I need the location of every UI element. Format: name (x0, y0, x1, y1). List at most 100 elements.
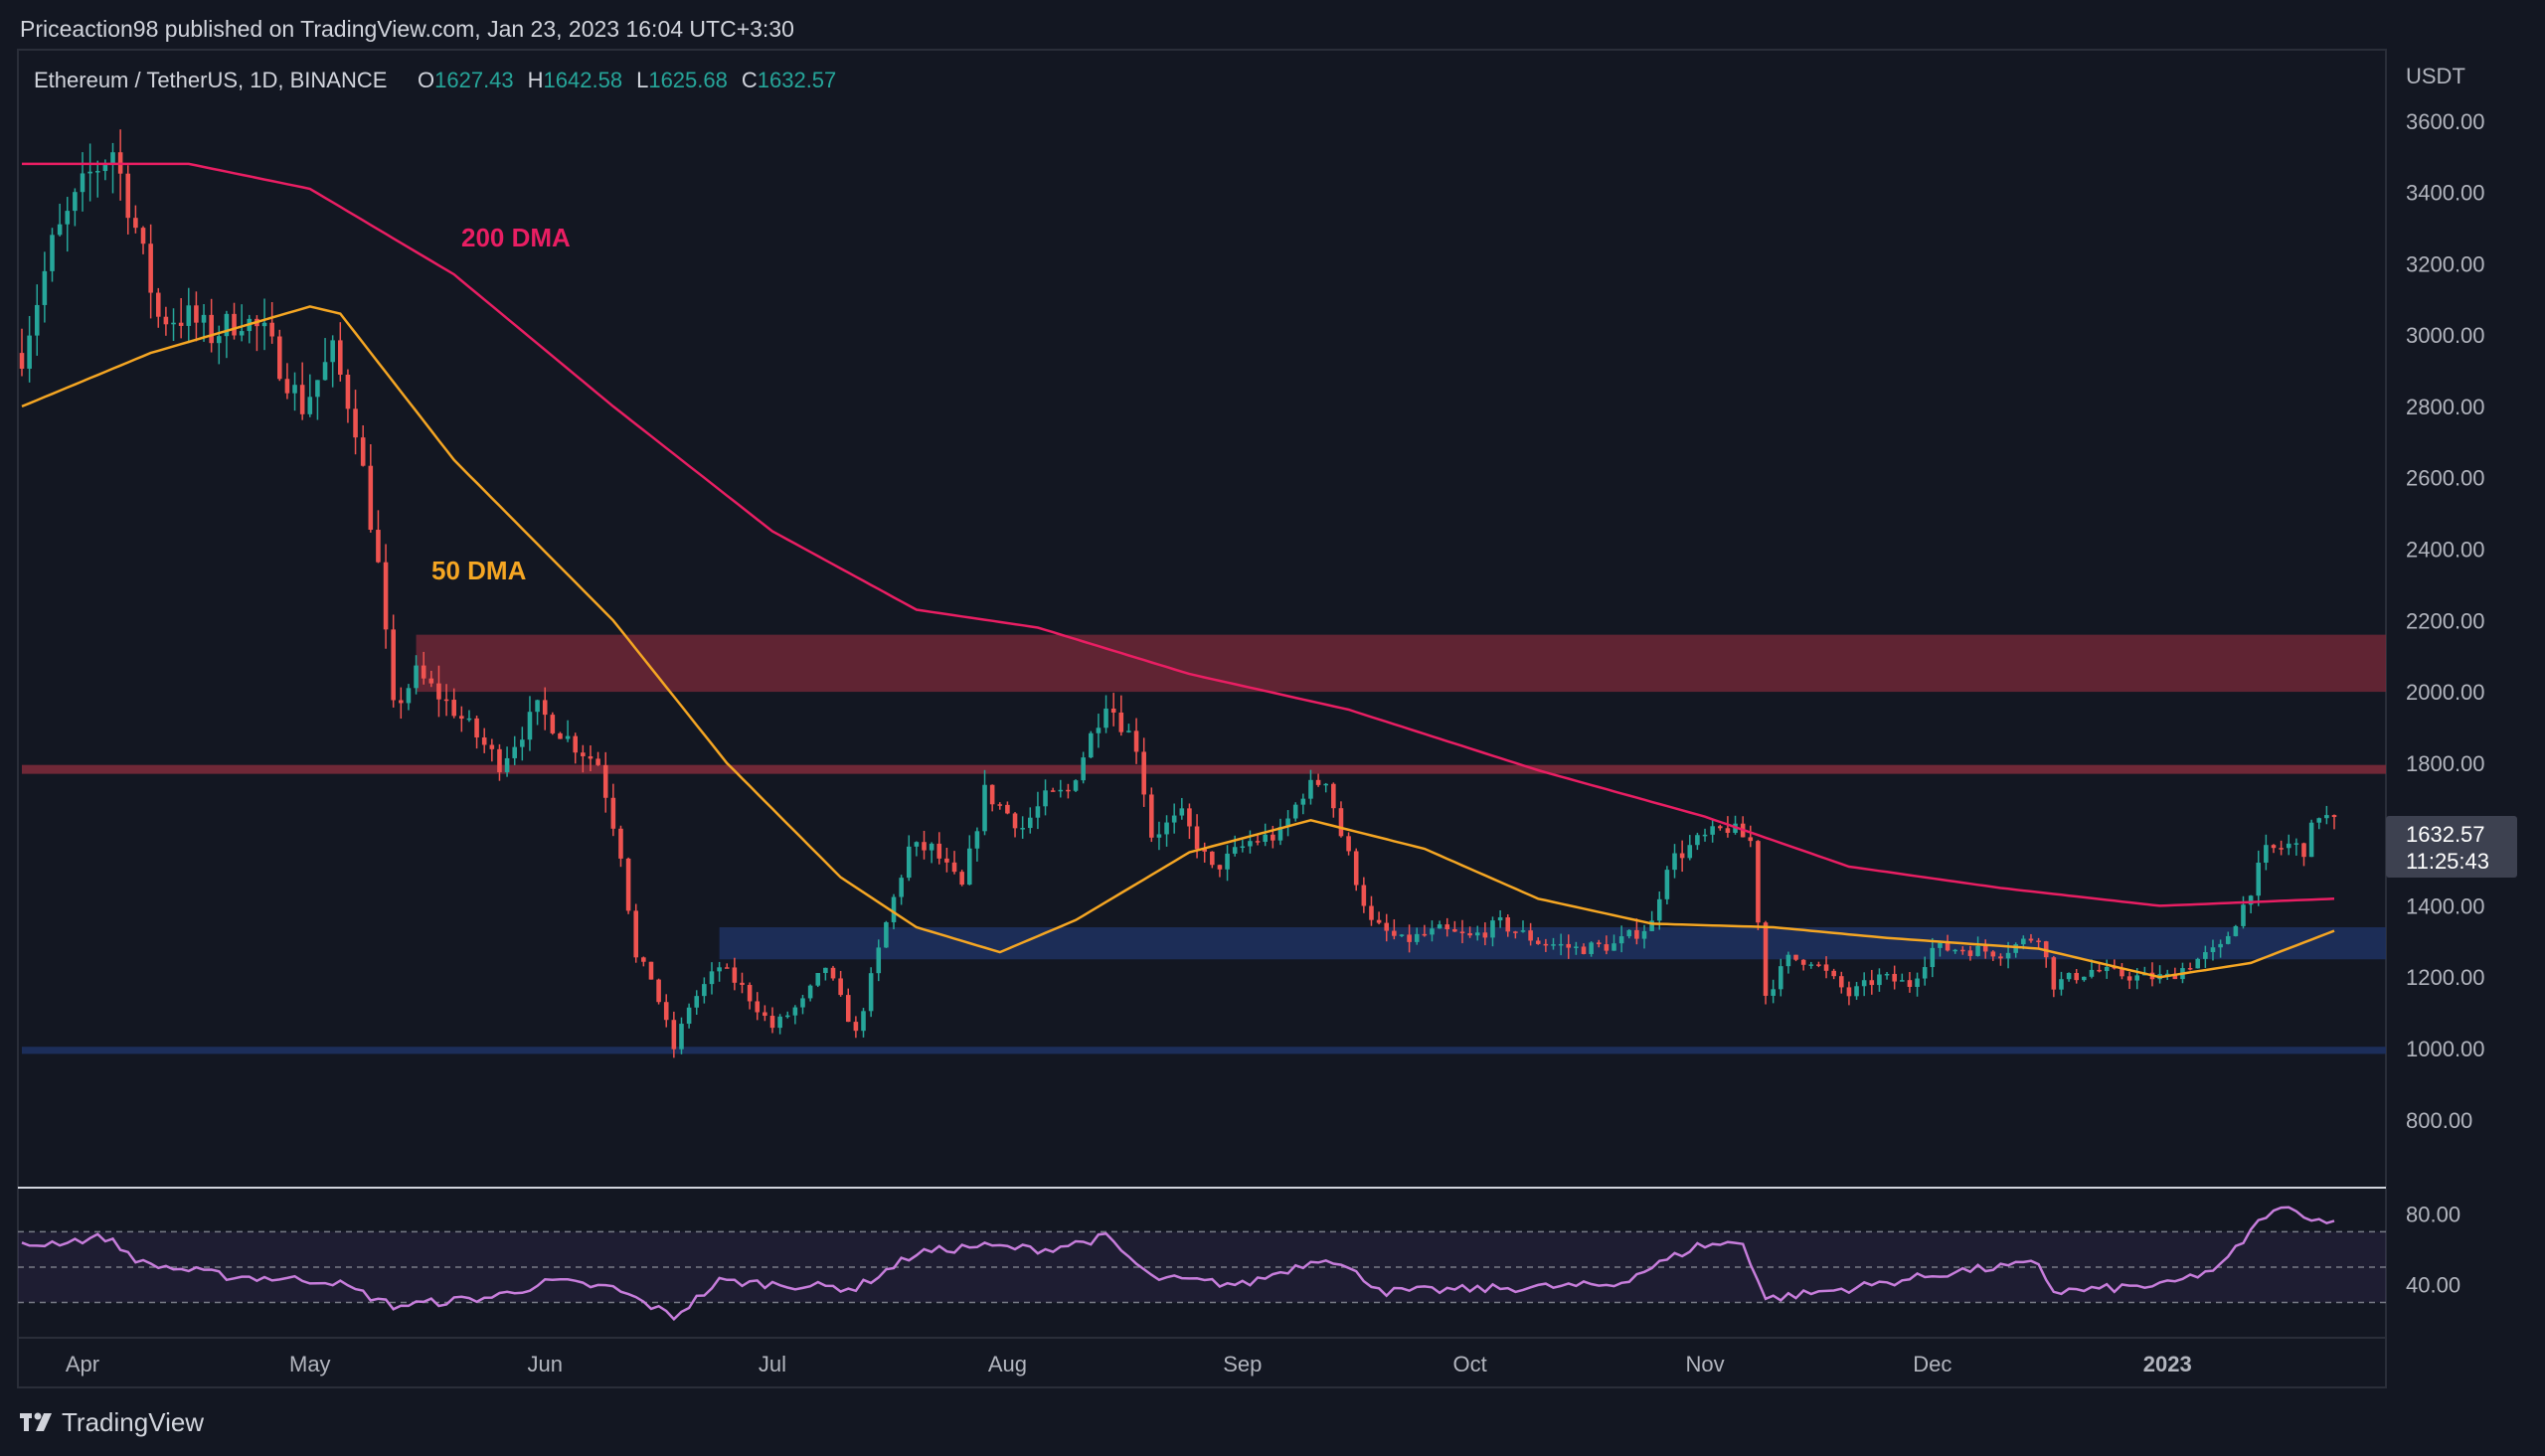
candle (1141, 737, 1146, 807)
candle (2293, 838, 2299, 856)
candle (1020, 816, 1025, 839)
candle (1702, 828, 1708, 842)
candle (1323, 782, 1328, 793)
candle (1149, 787, 1154, 843)
candle (1725, 816, 1731, 838)
candle (648, 961, 654, 980)
candle (1452, 920, 1457, 932)
candle (504, 746, 510, 777)
candle (474, 715, 479, 749)
price-tick-label: 2000.00 (2406, 680, 2485, 705)
candle (1816, 961, 1821, 968)
candle (459, 706, 464, 732)
candle (1346, 832, 1351, 856)
time-axis[interactable]: Apr May Jun Jul Aug Sep Oct Nov Dec 2023 (66, 1352, 2192, 1376)
high-label: H (528, 68, 544, 92)
candle (94, 160, 100, 198)
candle (1672, 844, 1677, 879)
brand-name: TradingView (62, 1407, 204, 1437)
candle (1505, 914, 1511, 937)
candle (1952, 948, 1957, 954)
candle (914, 841, 920, 857)
candle (2172, 967, 2178, 980)
candle (80, 152, 85, 212)
candle (391, 614, 396, 708)
candle (1604, 935, 1610, 955)
candle (929, 842, 934, 864)
candle (110, 142, 115, 194)
candle (884, 920, 889, 948)
month-tick-label: Dec (1913, 1352, 1951, 1376)
candle (148, 224, 153, 319)
candle (2195, 957, 2201, 969)
candle (2097, 963, 2102, 973)
candle (1248, 830, 1253, 854)
candle (944, 847, 949, 873)
candle (1717, 824, 1723, 831)
candle (679, 1017, 684, 1054)
candle (1710, 819, 1715, 843)
candle (823, 967, 828, 981)
price-axis[interactable]: 3600.00 3400.00 3200.00 3000.00 2800.00 2600.… (2406, 109, 2485, 1133)
candle (269, 301, 274, 344)
candle (1975, 936, 1980, 957)
candle (322, 338, 328, 381)
candle (1566, 934, 1572, 959)
month-tick-label: Oct (1452, 1352, 1486, 1376)
candle (27, 315, 32, 383)
price-tick-label: 2400.00 (2406, 538, 2485, 563)
candle (633, 903, 639, 963)
candle (861, 1008, 866, 1038)
candle (1861, 972, 1867, 997)
candle (2082, 976, 2087, 982)
candle (2233, 924, 2239, 937)
candle (1338, 801, 1344, 838)
dma200-line (22, 162, 2335, 907)
candle (2074, 969, 2079, 984)
candle (1612, 934, 1616, 951)
candle (663, 994, 669, 1028)
candle (209, 298, 214, 353)
candle (224, 310, 230, 359)
candle (2104, 959, 2110, 979)
candle (2028, 933, 2034, 943)
tradingview-logo-icon (20, 1412, 52, 1431)
candle (2308, 819, 2314, 858)
candle (443, 684, 449, 717)
candle (1089, 730, 1094, 758)
candle (2248, 894, 2254, 913)
candle (232, 302, 237, 340)
candle (2218, 939, 2223, 958)
price-tick-label: 1200.00 (2406, 965, 2485, 990)
candle (338, 322, 343, 382)
month-tick-label: Apr (66, 1352, 99, 1376)
candle (1437, 920, 1442, 929)
candle (1938, 942, 1943, 957)
candle (399, 687, 404, 720)
candle (982, 769, 987, 836)
candle (2279, 840, 2284, 856)
candle (959, 870, 964, 887)
candle (966, 835, 972, 886)
candle (277, 329, 282, 382)
candle (1164, 815, 1169, 847)
candle (2301, 842, 2306, 867)
candle (625, 857, 631, 914)
candle (595, 751, 600, 766)
candle (558, 731, 563, 739)
candle (1877, 968, 1882, 992)
candle (1308, 769, 1313, 805)
candle (845, 988, 851, 1023)
currency-label: USDT (2406, 64, 2465, 88)
candle (2013, 942, 2018, 958)
candle (1756, 840, 1761, 930)
candle (1414, 927, 1420, 945)
candle (2331, 814, 2337, 830)
candle (34, 284, 40, 356)
candle (763, 1005, 767, 1022)
candle (2286, 834, 2291, 856)
candle (1854, 981, 1859, 1001)
candle (1869, 969, 1875, 995)
candle (2324, 805, 2329, 825)
candle (376, 510, 381, 564)
